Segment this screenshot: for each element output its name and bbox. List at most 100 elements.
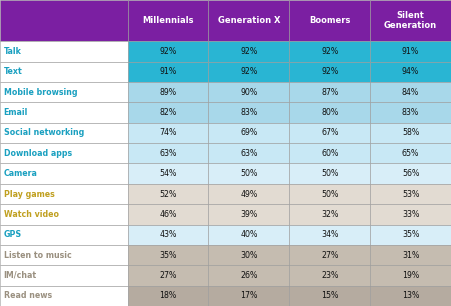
Text: 39%: 39% — [240, 210, 258, 219]
Bar — [208, 82, 290, 103]
Bar — [128, 41, 208, 62]
Bar — [128, 62, 208, 82]
Bar — [290, 143, 370, 163]
Bar — [370, 123, 451, 143]
Text: 63%: 63% — [240, 149, 258, 158]
Text: 92%: 92% — [160, 47, 177, 56]
Text: 27%: 27% — [159, 271, 177, 280]
Bar — [208, 0, 290, 41]
Bar — [0, 0, 128, 41]
Text: 91%: 91% — [160, 67, 177, 76]
Text: 92%: 92% — [321, 47, 338, 56]
Bar — [208, 143, 290, 163]
Bar — [0, 143, 128, 163]
Text: Listen to music: Listen to music — [4, 251, 71, 259]
Bar — [290, 62, 370, 82]
Bar — [208, 123, 290, 143]
Bar — [0, 82, 128, 103]
Text: Boomers: Boomers — [309, 16, 350, 25]
Bar — [128, 184, 208, 204]
Bar — [128, 143, 208, 163]
Text: 92%: 92% — [321, 67, 338, 76]
Bar — [208, 285, 290, 306]
Text: 67%: 67% — [321, 129, 338, 137]
Text: 35%: 35% — [159, 251, 177, 259]
Text: 56%: 56% — [402, 169, 419, 178]
Text: 19%: 19% — [402, 271, 419, 280]
Text: 32%: 32% — [321, 210, 338, 219]
Bar — [128, 265, 208, 285]
Bar — [290, 103, 370, 123]
Bar — [128, 225, 208, 245]
Bar — [0, 184, 128, 204]
Bar — [128, 123, 208, 143]
Bar — [0, 103, 128, 123]
Text: 46%: 46% — [159, 210, 177, 219]
Bar — [128, 245, 208, 265]
Text: 94%: 94% — [402, 67, 419, 76]
Bar — [128, 0, 208, 41]
Bar — [0, 245, 128, 265]
Text: 83%: 83% — [402, 108, 419, 117]
Text: 35%: 35% — [402, 230, 419, 239]
Bar — [370, 225, 451, 245]
Bar — [208, 41, 290, 62]
Text: 80%: 80% — [321, 108, 338, 117]
Text: Social networking: Social networking — [4, 129, 84, 137]
Text: Camera: Camera — [4, 169, 37, 178]
Bar — [370, 82, 451, 103]
Text: 90%: 90% — [240, 88, 258, 97]
Text: 89%: 89% — [160, 88, 177, 97]
Text: 23%: 23% — [321, 271, 338, 280]
Text: 74%: 74% — [159, 129, 177, 137]
Bar — [0, 62, 128, 82]
Bar — [208, 163, 290, 184]
Text: Text: Text — [4, 67, 23, 76]
Bar — [290, 225, 370, 245]
Bar — [208, 265, 290, 285]
Text: 50%: 50% — [321, 169, 338, 178]
Bar — [290, 204, 370, 225]
Text: 13%: 13% — [402, 291, 419, 300]
Text: 43%: 43% — [159, 230, 177, 239]
Text: 54%: 54% — [159, 169, 177, 178]
Bar — [290, 41, 370, 62]
Bar — [208, 184, 290, 204]
Text: Read news: Read news — [4, 291, 52, 300]
Bar — [128, 103, 208, 123]
Text: 26%: 26% — [240, 271, 258, 280]
Text: 31%: 31% — [402, 251, 419, 259]
Bar — [0, 204, 128, 225]
Bar — [290, 285, 370, 306]
Bar — [0, 225, 128, 245]
Bar — [208, 225, 290, 245]
Bar — [290, 245, 370, 265]
Text: Mobile browsing: Mobile browsing — [4, 88, 77, 97]
Text: Play games: Play games — [4, 189, 55, 199]
Text: 50%: 50% — [240, 169, 258, 178]
Text: 58%: 58% — [402, 129, 419, 137]
Text: 33%: 33% — [402, 210, 419, 219]
Text: 60%: 60% — [321, 149, 338, 158]
Bar — [208, 103, 290, 123]
Bar — [128, 163, 208, 184]
Text: 18%: 18% — [160, 291, 177, 300]
Bar — [370, 245, 451, 265]
Bar — [208, 245, 290, 265]
Text: 83%: 83% — [240, 108, 258, 117]
Text: 34%: 34% — [321, 230, 338, 239]
Bar — [128, 204, 208, 225]
Text: Millennials: Millennials — [143, 16, 194, 25]
Text: 92%: 92% — [240, 47, 258, 56]
Text: 63%: 63% — [159, 149, 177, 158]
Text: 30%: 30% — [240, 251, 258, 259]
Text: Talk: Talk — [4, 47, 22, 56]
Bar — [370, 143, 451, 163]
Text: 15%: 15% — [321, 291, 338, 300]
Bar — [370, 285, 451, 306]
Text: 50%: 50% — [321, 189, 338, 199]
Bar — [370, 62, 451, 82]
Bar — [290, 82, 370, 103]
Bar — [208, 204, 290, 225]
Bar — [290, 265, 370, 285]
